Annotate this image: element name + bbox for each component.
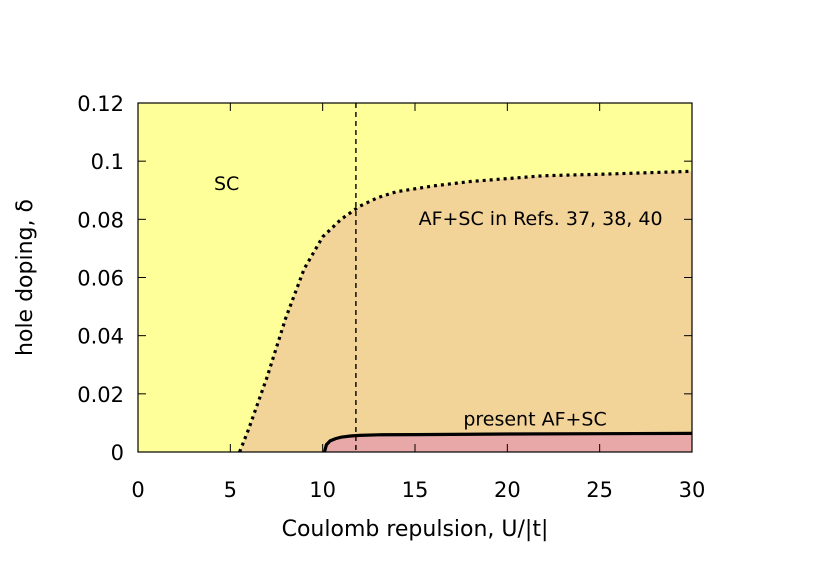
x-tick-label-4: 20 [494,478,521,502]
y-axis-label: hole doping, δ [13,199,38,356]
x-axis-label: Coulomb repulsion, U/|t| [282,517,549,542]
annotation-2: present AF+SC [463,409,606,431]
y-tick-label-0: 0 [111,441,124,465]
y-tick-label-4: 0.08 [77,208,124,232]
y-tick-label-6: 0.12 [77,92,124,116]
x-tick-label-2: 10 [309,478,336,502]
y-tick-label-2: 0.04 [77,325,124,349]
annotation-1: AF+SC in Refs. 37, 38, 40 [419,208,663,230]
y-tick-label-5: 0.1 [91,150,124,174]
x-tick-label-6: 30 [679,478,706,502]
region-af-sc-refs [239,171,693,453]
y-tick-label-3: 0.06 [77,267,124,291]
x-tick-label-0: 0 [131,478,144,502]
x-tick-label-5: 25 [586,478,613,502]
series-line-present-af-sc [322,431,693,453]
y-tick-label-1: 0.02 [77,383,124,407]
x-tick-label-1: 5 [224,478,237,502]
annotation-0: SC [214,173,239,195]
x-tick-label-3: 15 [402,478,429,502]
series-line-af-sc-refs [238,169,693,453]
